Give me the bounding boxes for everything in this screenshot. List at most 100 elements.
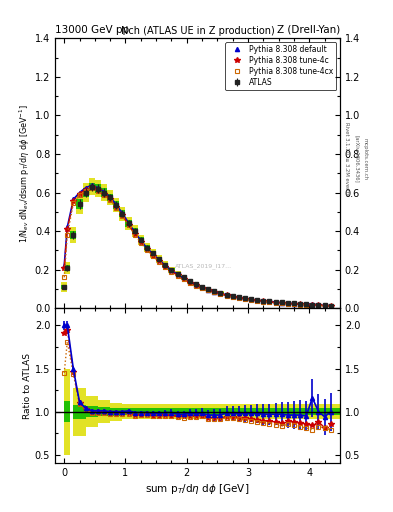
Pythia 8.308 tune-4cx <box>108 197 112 203</box>
Pythia 8.308 tune-4c <box>102 190 107 197</box>
Pythia 8.308 default <box>95 185 100 191</box>
Bar <box>135 408 147 415</box>
Pythia 8.308 tune-4cx <box>114 204 119 210</box>
Bar <box>205 288 211 290</box>
Pythia 8.308 tune-4c <box>292 301 296 307</box>
Pythia 8.308 default <box>157 257 162 263</box>
Pythia 8.308 default <box>169 267 174 273</box>
Pythia 8.308 tune-4c <box>90 184 94 190</box>
Pythia 8.308 tune-4c <box>316 302 321 308</box>
Bar <box>266 301 272 302</box>
Bar <box>248 298 254 300</box>
Pythia 8.308 default <box>114 202 119 208</box>
Pythia 8.308 default <box>181 275 186 282</box>
Pythia 8.308 tune-4cx <box>102 191 107 198</box>
Bar <box>279 302 285 303</box>
Bar <box>282 408 294 415</box>
Pythia 8.308 default <box>212 289 217 295</box>
Bar <box>138 237 144 242</box>
Pythia 8.308 default <box>285 300 290 306</box>
Pythia 8.308 tune-4cx <box>95 187 100 194</box>
Pythia 8.308 default <box>267 298 272 305</box>
Pythia 8.308 tune-4cx <box>194 283 198 289</box>
Bar <box>89 178 95 195</box>
Bar <box>193 283 199 285</box>
Bar <box>64 265 70 271</box>
Bar <box>196 404 208 419</box>
Pythia 8.308 tune-4c <box>126 222 131 228</box>
Pythia 8.308 default <box>102 188 107 195</box>
Bar <box>83 188 89 198</box>
Bar <box>110 402 123 421</box>
Pythia 8.308 tune-4c <box>169 268 174 274</box>
Bar <box>260 300 266 302</box>
Bar <box>196 408 208 415</box>
Pythia 8.308 tune-4cx <box>181 276 186 283</box>
Pythia 8.308 default <box>138 238 143 244</box>
Pythia 8.308 tune-4cx <box>304 302 309 308</box>
Pythia 8.308 default <box>261 298 266 304</box>
Pythia 8.308 tune-4cx <box>273 300 278 306</box>
Pythia 8.308 tune-4cx <box>90 185 94 191</box>
Pythia 8.308 default <box>77 189 82 196</box>
Pythia 8.308 tune-4c <box>261 298 266 305</box>
Bar <box>73 388 86 436</box>
Pythia 8.308 tune-4cx <box>62 274 66 281</box>
Bar <box>132 228 138 234</box>
Bar <box>123 404 135 419</box>
Pythia 8.308 tune-4cx <box>310 302 315 308</box>
Pythia 8.308 default <box>230 293 235 300</box>
Pythia 8.308 tune-4c <box>108 196 112 202</box>
Pythia 8.308 tune-4cx <box>224 293 229 299</box>
Text: 13000 GeV pp: 13000 GeV pp <box>55 25 129 35</box>
Bar <box>270 404 282 419</box>
Bar <box>211 289 217 292</box>
Bar <box>184 408 196 415</box>
Bar <box>83 183 89 202</box>
Bar <box>254 299 260 301</box>
Bar <box>150 251 156 255</box>
Pythia 8.308 tune-4cx <box>169 268 174 274</box>
Pythia 8.308 default <box>329 303 333 309</box>
Pythia 8.308 default <box>237 294 241 301</box>
Pythia 8.308 tune-4c <box>279 300 284 306</box>
Pythia 8.308 tune-4c <box>157 259 162 265</box>
Bar <box>174 272 181 275</box>
X-axis label: sum p$_T$/d$\eta$ d$\phi$ [GeV]: sum p$_T$/d$\eta$ d$\phi$ [GeV] <box>145 482 250 497</box>
Bar <box>77 199 83 209</box>
Bar <box>285 303 291 304</box>
Pythia 8.308 tune-4cx <box>157 259 162 265</box>
Bar <box>187 280 193 283</box>
Bar <box>125 217 132 229</box>
Text: mcplots.cern.ch: mcplots.cern.ch <box>362 138 367 180</box>
Text: ATLAS_2019_I17...: ATLAS_2019_I17... <box>174 264 232 269</box>
Pythia 8.308 default <box>163 262 168 268</box>
Bar <box>113 198 119 212</box>
Bar <box>242 297 248 299</box>
Pythia 8.308 default <box>126 220 131 226</box>
Pythia 8.308 tune-4c <box>329 303 333 309</box>
Bar <box>162 263 168 267</box>
Bar <box>205 287 211 291</box>
Y-axis label: Ratio to ATLAS: Ratio to ATLAS <box>23 353 32 419</box>
Bar <box>119 210 125 217</box>
Bar <box>132 225 138 237</box>
Pythia 8.308 default <box>206 287 211 293</box>
Bar <box>211 290 217 292</box>
Bar <box>73 405 86 418</box>
Bar <box>257 408 270 415</box>
Bar <box>181 274 187 280</box>
Bar <box>181 276 187 279</box>
Bar <box>125 220 132 226</box>
Pythia 8.308 tune-4cx <box>120 213 125 219</box>
Bar <box>208 404 220 419</box>
Bar <box>107 189 113 205</box>
Pythia 8.308 default <box>90 182 94 188</box>
Pythia 8.308 tune-4cx <box>138 240 143 246</box>
Bar <box>245 404 257 419</box>
Bar <box>233 404 245 419</box>
Pythia 8.308 tune-4c <box>242 296 247 302</box>
Text: [arXiv:1306.3436]: [arXiv:1306.3436] <box>354 135 359 183</box>
Pythia 8.308 tune-4cx <box>261 298 266 305</box>
Pythia 8.308 tune-4cx <box>267 299 272 305</box>
